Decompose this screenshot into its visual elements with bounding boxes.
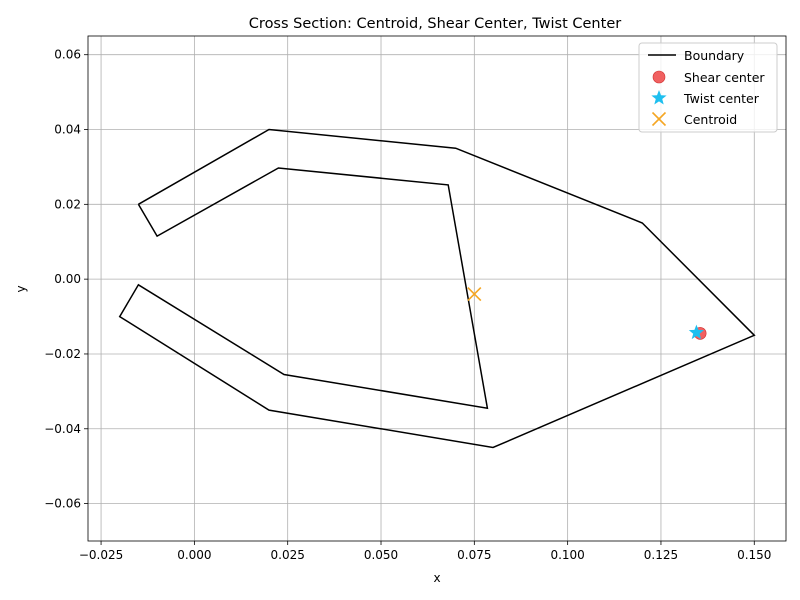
- centroid-point: [467, 287, 482, 302]
- y-tick-label: −0.06: [44, 497, 81, 511]
- y-tick-label: 0.00: [54, 272, 81, 286]
- x-tick-label: 0.025: [271, 548, 305, 562]
- legend-boundary-label: Boundary: [684, 48, 745, 63]
- y-tick-label: 0.02: [54, 197, 81, 211]
- twist-center-point: [688, 324, 705, 340]
- y-tick-label: −0.04: [44, 422, 81, 436]
- y-tick-label: −0.02: [44, 347, 81, 361]
- legend-centroid-swatch: [651, 111, 667, 127]
- legend-centroid-label: Centroid: [684, 112, 737, 127]
- x-axis-label: x: [433, 571, 440, 585]
- plot-frame: [87, 35, 787, 542]
- legend-shear-center-label: Shear center: [684, 70, 765, 85]
- chart-title: Cross Section: Centroid, Shear Center, T…: [249, 16, 621, 32]
- legend-frame: [638, 42, 778, 133]
- y-tick-label: 0.04: [54, 123, 81, 137]
- boundary-line: [118, 128, 756, 449]
- x-tick-label: 0.000: [177, 548, 211, 562]
- legend-twist-center-swatch: [651, 90, 667, 105]
- x-tick-label: 0.050: [364, 548, 398, 562]
- legend-twist-center-label: Twist center: [683, 91, 760, 106]
- x-tick-label: 0.150: [737, 548, 771, 562]
- y-axis-label: y: [14, 285, 28, 292]
- axis-ticks: −0.025 0.000 0.025 0.050 0.075 0.100 0.125 0.15…: [44, 48, 771, 562]
- x-tick-label: 0.125: [644, 548, 678, 562]
- x-tick-label: −0.025: [79, 548, 123, 562]
- y-tick-label: 0.06: [54, 48, 81, 62]
- x-tick-label: 0.075: [457, 548, 491, 562]
- x-tick-label: 0.100: [550, 548, 584, 562]
- plot-series: [118, 128, 756, 449]
- legend: Boundary Shear center Twist center Centroi…: [638, 42, 778, 133]
- legend-shear-center-swatch: [652, 70, 666, 84]
